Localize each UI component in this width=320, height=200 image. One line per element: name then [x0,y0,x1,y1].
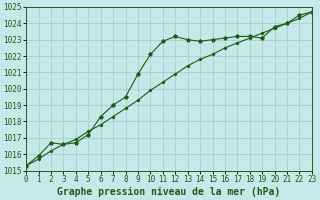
X-axis label: Graphe pression niveau de la mer (hPa): Graphe pression niveau de la mer (hPa) [57,186,281,197]
